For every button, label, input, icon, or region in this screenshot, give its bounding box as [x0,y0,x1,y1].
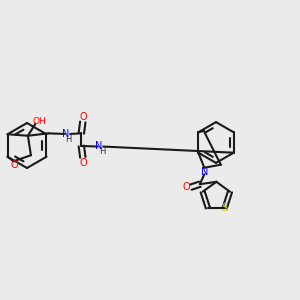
Text: N: N [95,141,102,151]
Text: O: O [79,112,87,122]
Text: H: H [65,135,72,144]
Text: S: S [222,203,228,213]
Text: OH: OH [32,117,46,126]
Text: O: O [10,160,18,170]
Text: H: H [99,148,106,157]
Text: O: O [182,182,190,192]
Text: N: N [201,167,208,177]
Text: O: O [79,158,87,168]
Text: N: N [62,129,70,139]
